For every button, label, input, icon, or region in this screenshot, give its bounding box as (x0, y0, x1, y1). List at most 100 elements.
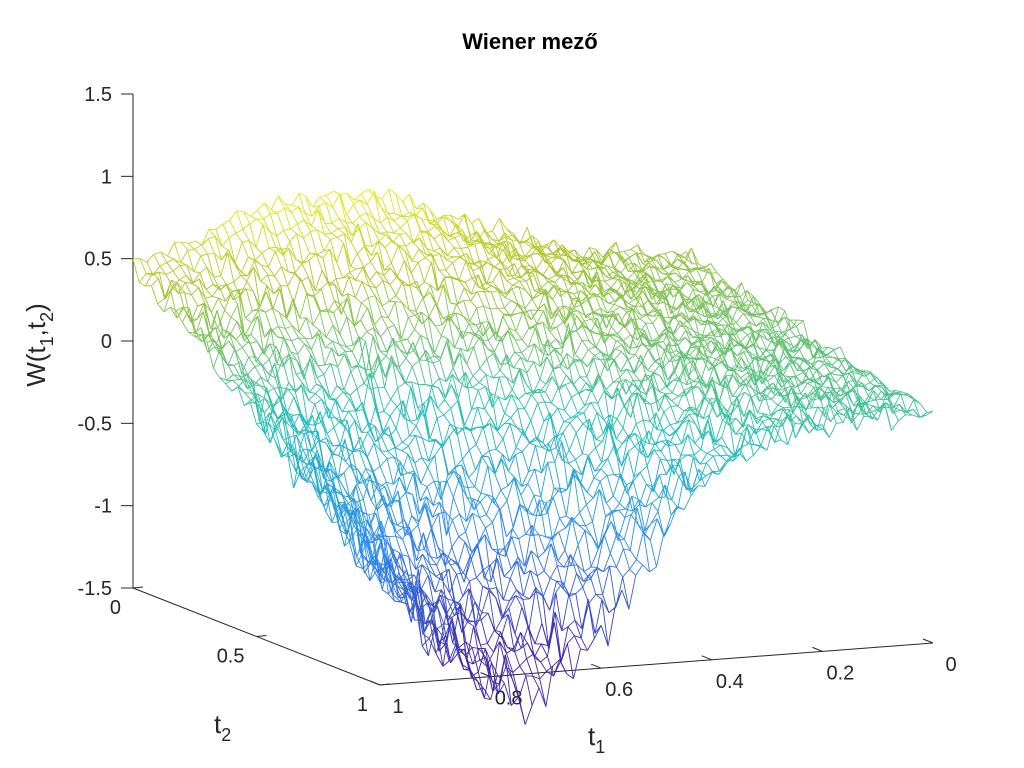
mesh-line (389, 284, 397, 296)
mesh-line (405, 587, 413, 601)
mesh-line (726, 298, 733, 302)
mesh-line (576, 573, 584, 588)
mesh-line (704, 314, 712, 317)
mesh-line (614, 444, 622, 479)
mesh-line (188, 331, 196, 338)
mesh-line (642, 290, 650, 304)
mesh-line (633, 310, 640, 320)
mesh-line (526, 240, 534, 247)
mesh-line (397, 245, 405, 261)
mesh-line (377, 386, 385, 412)
mesh-line (497, 290, 506, 298)
mesh-line (852, 390, 860, 405)
mesh-line (435, 572, 443, 577)
mesh-line (587, 292, 595, 296)
mesh-line (676, 261, 685, 270)
mesh-line (408, 435, 416, 447)
mesh-line (525, 290, 534, 300)
mesh-line (322, 257, 330, 286)
mesh-line (623, 248, 631, 253)
mesh-line (578, 524, 586, 531)
mesh-line (640, 273, 649, 284)
mesh-line (345, 346, 353, 352)
mesh-line (347, 298, 355, 327)
mesh-line (283, 228, 291, 231)
mesh-line (681, 434, 689, 445)
mesh-line (615, 241, 624, 264)
mesh-line (557, 305, 565, 314)
mesh-line (719, 294, 727, 300)
mesh-line (178, 282, 186, 294)
mesh-line (553, 239, 561, 256)
mesh-line (339, 343, 347, 347)
mesh-line (480, 336, 488, 359)
mesh-line (482, 321, 490, 323)
mesh-line (506, 653, 514, 673)
mesh-line (195, 311, 204, 334)
mesh-line (361, 511, 369, 543)
mesh-line (654, 279, 662, 283)
mesh-line (236, 210, 244, 213)
mesh-line (165, 270, 174, 275)
z-tick-label: 0 (101, 331, 112, 353)
mesh-line (736, 307, 744, 314)
mesh-line (617, 325, 625, 335)
mesh-line (495, 448, 503, 455)
mesh-line (340, 298, 348, 305)
mesh-line (730, 306, 738, 309)
mesh-line (505, 376, 514, 384)
mesh-line (463, 287, 471, 301)
mesh-line (438, 387, 446, 398)
mesh-line (331, 340, 339, 357)
mesh-line (245, 288, 254, 292)
mesh-line (215, 229, 223, 247)
mesh-line (470, 239, 478, 242)
mesh-line (181, 241, 189, 244)
mesh-line (587, 251, 596, 263)
mesh-line (177, 283, 185, 293)
mesh-line (725, 375, 733, 397)
mesh-line (587, 261, 594, 263)
mesh-line (530, 550, 538, 577)
mesh-line (288, 248, 296, 273)
mesh-line (321, 281, 329, 290)
mesh-line (789, 328, 797, 337)
mesh-line (371, 363, 380, 379)
mesh-line (537, 309, 544, 312)
mesh-line (380, 207, 389, 214)
mesh-line (321, 399, 330, 419)
mesh-line (507, 363, 514, 369)
mesh-line (401, 450, 409, 455)
mesh-line (606, 304, 615, 314)
mesh-line (838, 357, 846, 360)
mesh-line (400, 220, 408, 229)
mesh-line (475, 240, 483, 243)
mesh-line (396, 400, 404, 407)
mesh-line (758, 347, 766, 358)
mesh-line (257, 393, 266, 399)
mesh-line (580, 290, 588, 296)
mesh-line (449, 592, 457, 607)
mesh-line (797, 319, 804, 322)
mesh-line (439, 377, 447, 383)
mesh-line (293, 278, 302, 304)
mesh-line (665, 496, 673, 501)
mesh-line (719, 328, 727, 333)
mesh-line (519, 665, 527, 677)
mesh-line (368, 404, 377, 429)
mesh-line (510, 417, 518, 429)
mesh-line (647, 273, 656, 281)
mesh-line (221, 237, 230, 247)
mesh-line (724, 381, 732, 405)
mesh-line (333, 419, 342, 428)
mesh-line (276, 418, 284, 441)
mesh-line (607, 250, 616, 268)
mesh-line (323, 374, 331, 398)
mesh-line (204, 302, 212, 313)
mesh-line (469, 429, 477, 445)
mesh-line (535, 321, 544, 326)
mesh-line (733, 369, 741, 385)
mesh-line (470, 291, 478, 302)
mesh-line (365, 454, 374, 472)
mesh-line (824, 415, 832, 422)
